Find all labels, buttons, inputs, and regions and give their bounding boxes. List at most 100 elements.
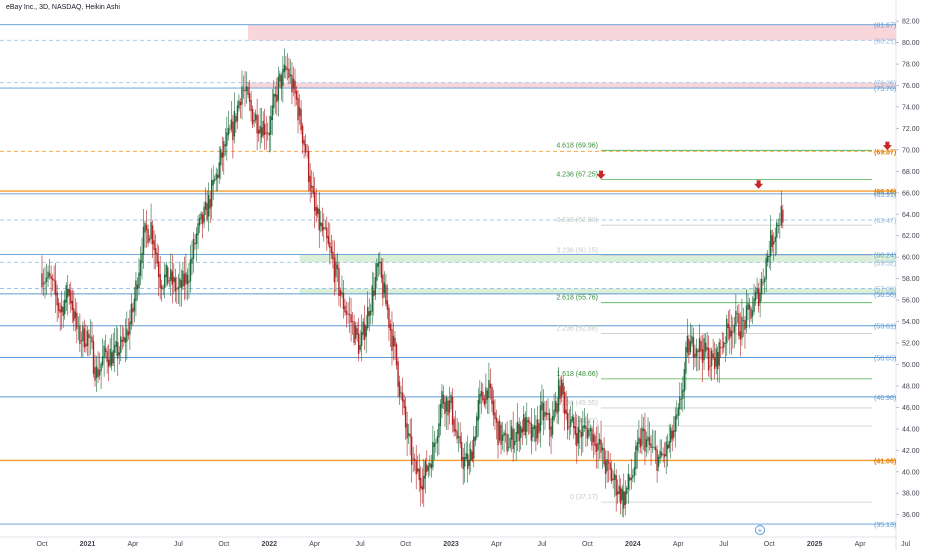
x-tick-label: 2025 [807, 541, 823, 548]
candle-body [144, 222, 146, 233]
candle-body [623, 491, 625, 509]
candle-body [383, 282, 386, 294]
candle-body [721, 347, 723, 349]
candle-body [586, 428, 589, 439]
y-tick-label: 58.00 [902, 276, 920, 283]
y-tick-label: 64.00 [902, 212, 920, 219]
candle-body [362, 321, 364, 335]
candle-body [150, 222, 152, 239]
candle-body [395, 344, 398, 366]
candle-body [76, 312, 78, 330]
candle-body [723, 341, 725, 348]
candle-body [138, 272, 140, 289]
candle-body [295, 90, 298, 100]
y-tick-label: 76.00 [902, 83, 920, 90]
candle-body [574, 426, 576, 435]
candle-body [136, 284, 139, 290]
candle-body [647, 436, 649, 441]
y-tick-label: 68.00 [902, 169, 920, 176]
candle-body [766, 255, 769, 263]
candle-body [618, 485, 620, 494]
candle-body [518, 424, 520, 442]
time-axis[interactable]: Oct 2021 Apr Jul Oct 2022 Apr Jul Oct 2023 Apr Jul O… [37, 541, 911, 548]
candle-body [342, 292, 345, 310]
candle-body [71, 300, 73, 311]
candle-body [733, 324, 736, 333]
candle-body [321, 223, 323, 232]
price-axis[interactable]: 36.00 38.00 40.00 42.00 44.00 46.00 48.00 50.00… [896, 19, 920, 520]
candle-body [441, 391, 443, 409]
goto-realtime-button[interactable]: + [755, 525, 765, 536]
candle-body [585, 425, 587, 429]
zone [299, 288, 896, 294]
candle-body [304, 144, 307, 153]
candle-body [97, 368, 99, 378]
candle-body [533, 425, 536, 430]
candle-body [44, 281, 46, 284]
y-tick-label: 46.00 [902, 405, 920, 412]
candle-body [327, 236, 330, 244]
candle-body [560, 379, 563, 397]
candle-body [306, 150, 308, 152]
candle-body [447, 400, 449, 416]
candle-body [713, 357, 716, 369]
candle-body [160, 285, 163, 290]
candle-body [388, 307, 390, 328]
x-tick-label: Apr [491, 541, 503, 548]
candle-body [700, 341, 702, 352]
candle-body [673, 430, 675, 438]
candle-body [277, 76, 280, 101]
candle-body [344, 305, 346, 313]
candle-body [444, 401, 446, 414]
candle-body [54, 280, 57, 296]
candle-body [582, 425, 584, 437]
zones [248, 24, 897, 294]
candle-body [674, 416, 676, 432]
candle-body [130, 303, 133, 325]
candle-body [551, 416, 554, 435]
candle-body [218, 162, 220, 178]
candle-body [359, 344, 361, 350]
candle-body [382, 274, 384, 299]
candle-body [727, 323, 729, 328]
candle-body [635, 445, 637, 470]
candle-body [495, 417, 498, 423]
candle-body [644, 429, 646, 452]
arrow-head [754, 183, 764, 189]
fib-label: 2.618 (55.76) [556, 295, 598, 302]
target-markers [596, 141, 892, 189]
candle-body [738, 313, 740, 336]
candle-body [729, 327, 731, 339]
candle-body [403, 399, 405, 409]
candle-body [685, 347, 687, 374]
candle-body [426, 464, 428, 473]
candle-body [663, 454, 666, 457]
candle-body [473, 436, 475, 459]
candle-body [654, 446, 657, 451]
candle-body [779, 225, 781, 226]
candle-body [544, 411, 546, 417]
candle-body [526, 417, 528, 432]
fib-label: 1 (44.27) [570, 418, 598, 425]
candle-body [463, 457, 466, 467]
candle-body [280, 75, 283, 89]
candle-body [235, 116, 237, 123]
candle-body [450, 395, 452, 403]
candle-body [467, 454, 469, 469]
candle-body [110, 352, 113, 367]
candle-body [603, 448, 605, 465]
candle-body [271, 105, 273, 120]
candle-body [301, 125, 304, 144]
candle-body [47, 271, 49, 279]
candle-body [100, 363, 102, 372]
candle-body [485, 387, 487, 404]
candle-body [782, 209, 784, 223]
candle-body [695, 348, 698, 357]
candle-body [312, 186, 314, 194]
candle-body [64, 299, 66, 315]
fib-label: 0 (37.17) [570, 494, 598, 501]
candle-body [341, 292, 343, 295]
candle-body [126, 328, 128, 342]
candle-body [294, 80, 296, 94]
